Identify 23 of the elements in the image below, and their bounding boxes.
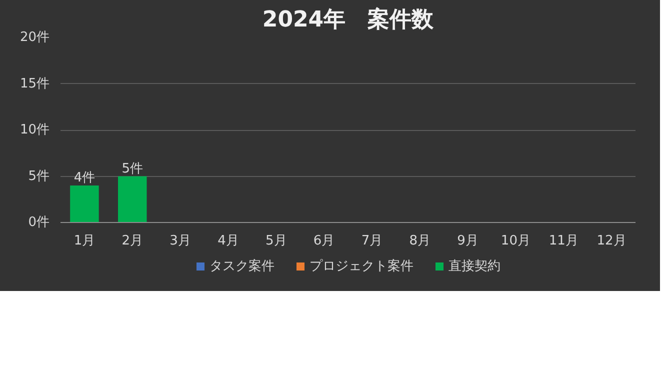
x-tick-label: 3月 — [170, 234, 191, 248]
x-tick-label: 8月 — [409, 234, 431, 248]
x-tick-label: 10月 — [500, 234, 530, 248]
x-tick-label: 1月 — [74, 234, 96, 248]
x-tick-label: 7月 — [361, 234, 383, 248]
y-tick-label: 20件 — [20, 30, 50, 45]
x-tick-label: 9月 — [457, 234, 478, 248]
y-tick-label: 0件 — [28, 215, 50, 230]
x-tick-label: 4月 — [218, 234, 239, 248]
legend-label: プロジェクト案件 — [310, 258, 414, 275]
data-label: 4件 — [74, 170, 96, 186]
legend-label: 直接契約 — [448, 258, 500, 275]
x-tick-label: 12月 — [596, 234, 626, 248]
y-tick-label: 5件 — [28, 168, 50, 184]
chart-title: 2024年 案件数 — [262, 6, 435, 32]
y-tick-label: 15件 — [20, 76, 50, 92]
x-tick-label: 2月 — [122, 234, 144, 248]
x-tick-label: 11月 — [548, 234, 578, 248]
x-tick-label: 6月 — [313, 234, 335, 248]
data-label: 5件 — [122, 161, 144, 176]
legend-label: タスク案件 — [210, 258, 274, 275]
y-tick-label: 10件 — [20, 122, 50, 138]
x-tick-label: 5月 — [265, 234, 287, 248]
